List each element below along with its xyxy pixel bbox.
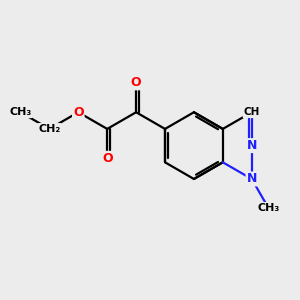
Text: CH₂: CH₂	[38, 124, 61, 134]
Text: CH: CH	[244, 107, 260, 117]
Text: CH₃: CH₃	[9, 107, 32, 117]
Text: O: O	[131, 76, 141, 89]
Text: O: O	[73, 106, 84, 119]
Text: O: O	[102, 152, 112, 165]
Text: N: N	[247, 172, 257, 185]
Text: N: N	[247, 139, 257, 152]
Text: CH₃: CH₃	[257, 203, 280, 213]
